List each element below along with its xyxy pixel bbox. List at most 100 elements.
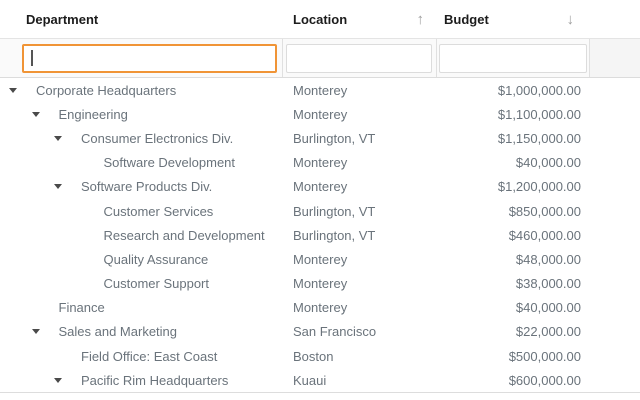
budget-cell: $1,200,000.00 xyxy=(497,179,581,195)
column-header-location[interactable]: Location ↑ xyxy=(283,0,437,38)
triangle-down-icon xyxy=(54,135,62,141)
department-value: Consumer Electronics Div. xyxy=(81,130,234,146)
department-cell: Quality Assurance xyxy=(0,252,283,267)
department-cell: Software Products Div. xyxy=(0,179,283,194)
department-value: Software Products Div. xyxy=(81,179,213,195)
sort-descending-icon[interactable]: ↓ xyxy=(566,10,575,28)
budget-cell: $38,000.00 xyxy=(515,276,581,292)
department-cell: Consumer Electronics Div. xyxy=(0,131,283,146)
location-cell: Monterey xyxy=(293,106,348,122)
table-row[interactable]: Research and Development Burlington, VT $4… xyxy=(0,223,640,247)
department-cell: Pacific Rim Headquarters xyxy=(0,373,283,388)
filter-input-wrap xyxy=(22,43,277,73)
department-value: Finance xyxy=(58,300,105,316)
location-filter-input[interactable] xyxy=(286,43,432,73)
department-cell: Sales and Marketing xyxy=(0,324,283,339)
table-row[interactable]: Customer Services Burlington, VT $850,000.… xyxy=(0,199,640,223)
triangle-down-icon xyxy=(31,111,40,117)
filter-cell-filler xyxy=(590,39,640,77)
filter-cell-location xyxy=(283,39,437,77)
budget-cell: $1,150,000.00 xyxy=(497,130,581,146)
budget-cell: $48,000.00 xyxy=(515,251,581,267)
table-row[interactable]: Software Products Div. Monterey $1,200,000… xyxy=(0,175,640,199)
expand-collapse-arrow-icon[interactable] xyxy=(8,87,36,93)
column-header-budget[interactable]: Budget ↓ xyxy=(437,0,590,38)
location-cell: San Francisco xyxy=(293,324,377,340)
budget-cell: $22,000.00 xyxy=(515,324,581,340)
expand-collapse-arrow-icon[interactable] xyxy=(53,184,81,190)
department-cell: Customer Support xyxy=(0,276,283,291)
table-row[interactable]: Pacific Rim Headquarters Kuaui $600,000.00 xyxy=(0,368,640,392)
filter-row xyxy=(0,38,640,78)
budget-cell: $1,000,000.00 xyxy=(497,82,581,98)
budget-cell: $850,000.00 xyxy=(508,203,581,219)
budget-cell: $460,000.00 xyxy=(508,227,581,243)
expand-collapse-arrow-icon[interactable] xyxy=(31,111,59,117)
table-row[interactable]: Software Development Monterey $40,000.00 xyxy=(0,151,640,175)
department-cell: Customer Services xyxy=(0,204,283,219)
table-row[interactable]: Quality Assurance Monterey $48,000.00 xyxy=(0,247,640,271)
location-cell: Monterey xyxy=(293,155,348,171)
department-value: Pacific Rim Headquarters xyxy=(81,372,229,388)
filter-cell-department xyxy=(0,39,283,77)
department-value: Corporate Headquarters xyxy=(36,82,177,98)
column-header-label: Location xyxy=(293,11,348,27)
table-row[interactable]: Sales and Marketing San Francisco $22,000.… xyxy=(0,320,640,344)
location-cell: Monterey xyxy=(293,179,348,195)
location-cell: Monterey xyxy=(293,300,348,316)
column-header-department[interactable]: Department xyxy=(0,0,283,38)
department-value: Engineering xyxy=(58,106,128,122)
column-header-label: Department xyxy=(26,11,99,27)
department-value: Sales and Marketing xyxy=(58,324,178,340)
budget-cell: $500,000.00 xyxy=(508,348,581,364)
location-cell: Burlington, VT xyxy=(293,203,376,219)
table-row[interactable]: Consumer Electronics Div. Burlington, VT $… xyxy=(0,126,640,150)
tree-grid-body: Corporate Headquarters Monterey $1,000,000… xyxy=(0,78,640,394)
department-value: Field Office: East Coast xyxy=(81,348,218,364)
triangle-down-icon xyxy=(31,329,40,335)
department-cell: Engineering xyxy=(0,107,283,122)
filter-cell-budget xyxy=(437,39,590,77)
department-value: Quality Assurance xyxy=(103,251,209,267)
location-cell: Monterey xyxy=(293,82,348,98)
expand-collapse-arrow-icon[interactable] xyxy=(53,135,81,141)
budget-cell: $40,000.00 xyxy=(515,300,581,316)
department-cell: Corporate Headquarters xyxy=(0,83,283,98)
department-value: Customer Support xyxy=(103,276,210,292)
filter-input-wrap xyxy=(286,43,432,73)
department-cell: Software Development xyxy=(0,155,283,170)
location-cell: Monterey xyxy=(293,251,348,267)
location-cell: Monterey xyxy=(293,276,348,292)
budget-cell: $1,100,000.00 xyxy=(497,106,581,122)
table-row[interactable]: Field Office: East Coast Boston $500,000.0… xyxy=(0,344,640,368)
department-filter-input[interactable] xyxy=(22,43,277,73)
table-row[interactable]: Engineering Monterey $1,100,000.00 xyxy=(0,102,640,126)
budget-filter-input[interactable] xyxy=(439,43,587,73)
budget-cell: $40,000.00 xyxy=(515,155,581,171)
triangle-down-icon xyxy=(9,87,17,93)
department-value: Software Development xyxy=(103,155,236,171)
location-cell: Burlington, VT xyxy=(293,227,376,243)
department-value: Research and Development xyxy=(103,227,265,243)
column-header-label: Budget xyxy=(444,11,489,27)
location-cell: Kuaui xyxy=(293,372,327,388)
department-value: Customer Services xyxy=(103,203,214,219)
department-cell: Research and Development xyxy=(0,228,283,243)
department-cell: Finance xyxy=(0,300,283,315)
text-caret xyxy=(31,49,33,66)
header-row: Department Location ↑ Budget ↓ xyxy=(0,0,640,38)
table-row[interactable]: Finance Monterey $40,000.00 xyxy=(0,296,640,320)
table-row[interactable]: Customer Support Monterey $38,000.00 xyxy=(0,272,640,296)
location-cell: Boston xyxy=(293,348,334,364)
budget-cell: $600,000.00 xyxy=(508,372,581,388)
expand-collapse-arrow-icon[interactable] xyxy=(53,377,81,383)
filter-input-wrap xyxy=(439,43,587,73)
department-cell: Field Office: East Coast xyxy=(0,349,283,364)
triangle-down-icon xyxy=(54,377,62,383)
location-cell: Burlington, VT xyxy=(293,130,376,146)
table-row[interactable]: Corporate Headquarters Monterey $1,000,000… xyxy=(0,78,640,102)
expand-collapse-arrow-icon[interactable] xyxy=(31,329,59,335)
sort-ascending-icon[interactable]: ↑ xyxy=(416,10,425,28)
triangle-down-icon xyxy=(54,184,62,190)
